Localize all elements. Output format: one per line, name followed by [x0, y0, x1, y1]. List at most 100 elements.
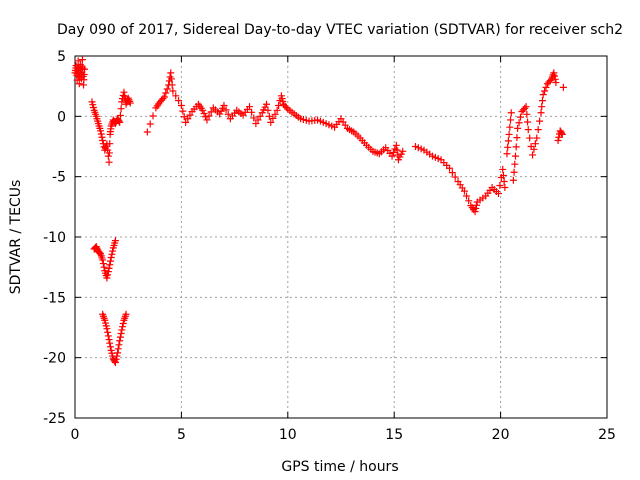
data-point [175, 97, 183, 105]
data-point [267, 118, 275, 126]
data-point [115, 341, 123, 349]
data-point [126, 97, 134, 105]
data-point [117, 330, 125, 338]
data-point [389, 149, 397, 157]
data-point [265, 112, 273, 120]
data-point [546, 77, 554, 85]
data-point [120, 88, 128, 96]
data-point [105, 336, 113, 344]
data-point [471, 208, 479, 216]
data-point [97, 127, 105, 135]
data-point [78, 56, 86, 64]
x-tick-label: 0 [71, 427, 80, 443]
data-point [119, 91, 127, 99]
data-point [460, 187, 468, 195]
data-point [159, 95, 167, 103]
data-point [162, 89, 170, 97]
data-point [106, 343, 114, 351]
data-point [186, 111, 194, 119]
data-point [524, 126, 532, 134]
data-point [264, 106, 272, 114]
data-point [533, 134, 541, 142]
data-point [515, 119, 523, 127]
data-point [271, 110, 279, 118]
data-point [536, 117, 544, 125]
data-point [539, 91, 547, 99]
data-point [537, 109, 545, 117]
data-point [169, 87, 177, 95]
data-point [503, 150, 511, 158]
data-point [172, 92, 180, 100]
data-point [393, 146, 401, 154]
data-point [392, 141, 400, 149]
data-point [116, 112, 124, 120]
data-point [119, 323, 127, 331]
data-point [521, 104, 529, 112]
data-point [143, 128, 151, 136]
data-point [501, 184, 509, 192]
data-point [541, 87, 549, 95]
data-point [177, 101, 185, 109]
data-point [451, 173, 459, 181]
data-point [530, 145, 538, 153]
data-point [114, 345, 122, 353]
data-point [224, 110, 232, 118]
data-point [117, 105, 125, 113]
data-point [116, 333, 124, 341]
data-point [263, 100, 271, 108]
data-point [111, 120, 119, 128]
data-point [118, 326, 126, 334]
data-point [526, 134, 534, 142]
data-point [256, 112, 264, 120]
data-point [113, 352, 121, 360]
data-point [465, 197, 473, 205]
data-point [534, 126, 542, 134]
data-point [203, 116, 211, 124]
data-point [99, 260, 107, 268]
data-point [220, 101, 228, 109]
data-point [74, 57, 82, 65]
data-point [184, 115, 192, 123]
data-point [99, 136, 107, 144]
data-point [512, 143, 520, 151]
data-point [125, 96, 133, 104]
data-point [499, 165, 507, 173]
data-point [200, 110, 208, 118]
data-point [551, 72, 559, 80]
data-point [111, 237, 119, 245]
data-point [179, 107, 187, 115]
data-point [252, 120, 260, 128]
y-tick-label: -5 [52, 170, 66, 186]
data-point [504, 143, 512, 151]
data-point [106, 261, 114, 269]
data-point [514, 124, 522, 132]
y-tick-label: -25 [43, 411, 66, 427]
data-point [500, 177, 508, 185]
data-point [388, 152, 396, 160]
data-point [269, 114, 277, 122]
data-point [104, 271, 112, 279]
data-point [558, 129, 566, 137]
data-point [250, 114, 258, 122]
x-tick-label: 25 [598, 427, 616, 443]
data-point [202, 113, 210, 121]
y-tick-label: -10 [43, 230, 66, 246]
data-point [511, 152, 519, 160]
data-point [463, 192, 471, 200]
data-point [98, 133, 106, 141]
x-tick-label: 5 [177, 427, 186, 443]
data-point [499, 171, 507, 179]
data-point [75, 80, 83, 88]
data-point [114, 349, 122, 357]
data-point [167, 69, 175, 77]
data-point [275, 101, 283, 109]
data-point [523, 110, 531, 118]
data-point [207, 108, 215, 116]
data-point [550, 69, 558, 77]
data-point [555, 133, 563, 141]
data-point [538, 97, 546, 105]
data-point [513, 134, 521, 142]
y-tick-label: -15 [43, 290, 66, 306]
data-point [510, 168, 518, 176]
